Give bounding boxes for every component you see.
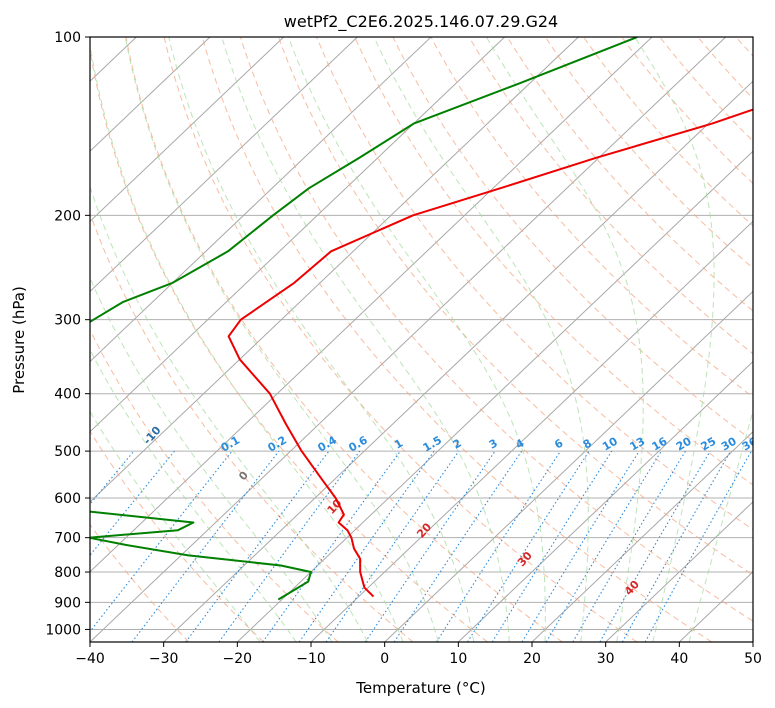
x-tick-label: −40 xyxy=(75,651,105,667)
moist-adiabat-line xyxy=(168,37,475,642)
dry-adiabat-line xyxy=(163,37,638,642)
mixing-ratio-line xyxy=(572,450,686,642)
dry-adiabat-line xyxy=(125,37,563,642)
mixing-ratio-line xyxy=(364,450,496,642)
isotherm-line xyxy=(236,150,753,642)
y-tick-label: 500 xyxy=(54,444,81,460)
axes: −40 −30 −20 −10 0 10 20 30 40 50 100 200 300 400 500 60… xyxy=(45,30,762,667)
y-tick-label: 600 xyxy=(54,491,81,507)
moist-adiabat-line xyxy=(124,37,439,642)
moist-adiabat-line xyxy=(90,348,297,642)
mixing-ratio-line xyxy=(435,450,562,642)
isotherm-line xyxy=(605,501,753,642)
moist-adiabat-line xyxy=(221,37,510,642)
dry-adiabat-line xyxy=(90,211,414,642)
isotherm-line xyxy=(384,290,753,642)
x-tick-label: 0 xyxy=(380,651,389,667)
mixing-ratio-line xyxy=(131,450,280,642)
y-tick-label: 200 xyxy=(54,208,81,224)
isotherm-line xyxy=(90,37,579,503)
sounding-profiles xyxy=(90,37,753,601)
dewpoint-profile-line xyxy=(90,37,638,601)
dry-adiabat-line xyxy=(90,328,339,642)
x-axis-label: Temperature (°C) xyxy=(355,679,485,697)
isotherm-line xyxy=(310,220,753,642)
y-tick-label: 400 xyxy=(54,387,81,403)
y-tick-label: 800 xyxy=(54,565,81,581)
mixing-ratio-line xyxy=(545,450,662,642)
dry-adiabat-line xyxy=(544,37,753,269)
moist-adiabat-line xyxy=(90,41,404,642)
isotherm-line xyxy=(90,37,727,642)
mixing-ratio-line xyxy=(298,450,435,642)
mixing-ratio-line xyxy=(644,450,752,642)
mixing-ratio-line xyxy=(599,450,711,642)
dry-adiabat-line xyxy=(201,37,712,642)
x-tick-label: 50 xyxy=(744,651,762,667)
moist-adiabat-line xyxy=(688,408,753,642)
mixing-ratio-line xyxy=(491,450,613,642)
moist-adiabat-line xyxy=(634,37,715,642)
moist-adiabat-line xyxy=(90,185,369,642)
dry-adiabat-line xyxy=(659,37,753,142)
dry-adiabat-line xyxy=(354,37,753,486)
x-tick-label: 20 xyxy=(523,651,541,667)
x-tick-label: 30 xyxy=(597,651,615,667)
dry-adiabat-line xyxy=(430,37,753,398)
isotherm-line xyxy=(90,37,432,363)
x-tick-label: −20 xyxy=(223,651,253,667)
dry-adiabat-line xyxy=(316,37,753,531)
background-lines xyxy=(90,37,753,642)
mixing-ratio-line xyxy=(90,450,233,633)
y-tick-label: 700 xyxy=(54,531,81,547)
plot-frame xyxy=(89,36,754,643)
isotherm-line xyxy=(90,37,358,293)
isotherm-line xyxy=(531,430,753,642)
mixing-ratio-line xyxy=(90,450,175,557)
moist-adiabat-line xyxy=(287,37,546,642)
dry-adiabat-line xyxy=(621,37,753,185)
isotherm-line xyxy=(90,37,285,223)
mixing-ratio-line xyxy=(621,450,732,642)
moist-adiabat-line xyxy=(90,276,333,642)
moist-adiabat-line xyxy=(373,37,589,642)
dry-adiabat-line xyxy=(506,37,753,312)
temperature-profile-line xyxy=(227,108,753,598)
x-tick-label: −10 xyxy=(296,651,326,667)
y-tick-label: 300 xyxy=(54,313,81,329)
x-tick-label: 10 xyxy=(449,651,467,667)
moist-adiabat-line xyxy=(90,410,261,642)
dry-adiabat-line xyxy=(90,47,488,642)
chart-title: wetPf2_C2E6.2025.146.07.29.G24 xyxy=(284,12,558,32)
isotherm-line xyxy=(457,360,753,642)
mixing-ratio-line xyxy=(467,450,590,642)
dry-adiabat-line xyxy=(239,37,753,622)
isotherm-line xyxy=(163,80,753,642)
y-tick-label: 100 xyxy=(54,30,81,46)
mixing-ratio-line xyxy=(262,450,401,642)
x-tick-label: −30 xyxy=(149,651,179,667)
isotherm-line xyxy=(90,37,506,433)
y-tick-label: 900 xyxy=(54,595,81,611)
x-tick-label: 40 xyxy=(670,651,688,667)
dry-adiabat-line xyxy=(468,37,753,355)
mixing-ratio-line xyxy=(521,450,640,642)
y-tick-label: 1000 xyxy=(45,622,81,638)
isotherm-line xyxy=(90,37,211,152)
y-axis-label: Pressure (hPa) xyxy=(10,286,28,394)
isotherm-line xyxy=(90,37,653,573)
